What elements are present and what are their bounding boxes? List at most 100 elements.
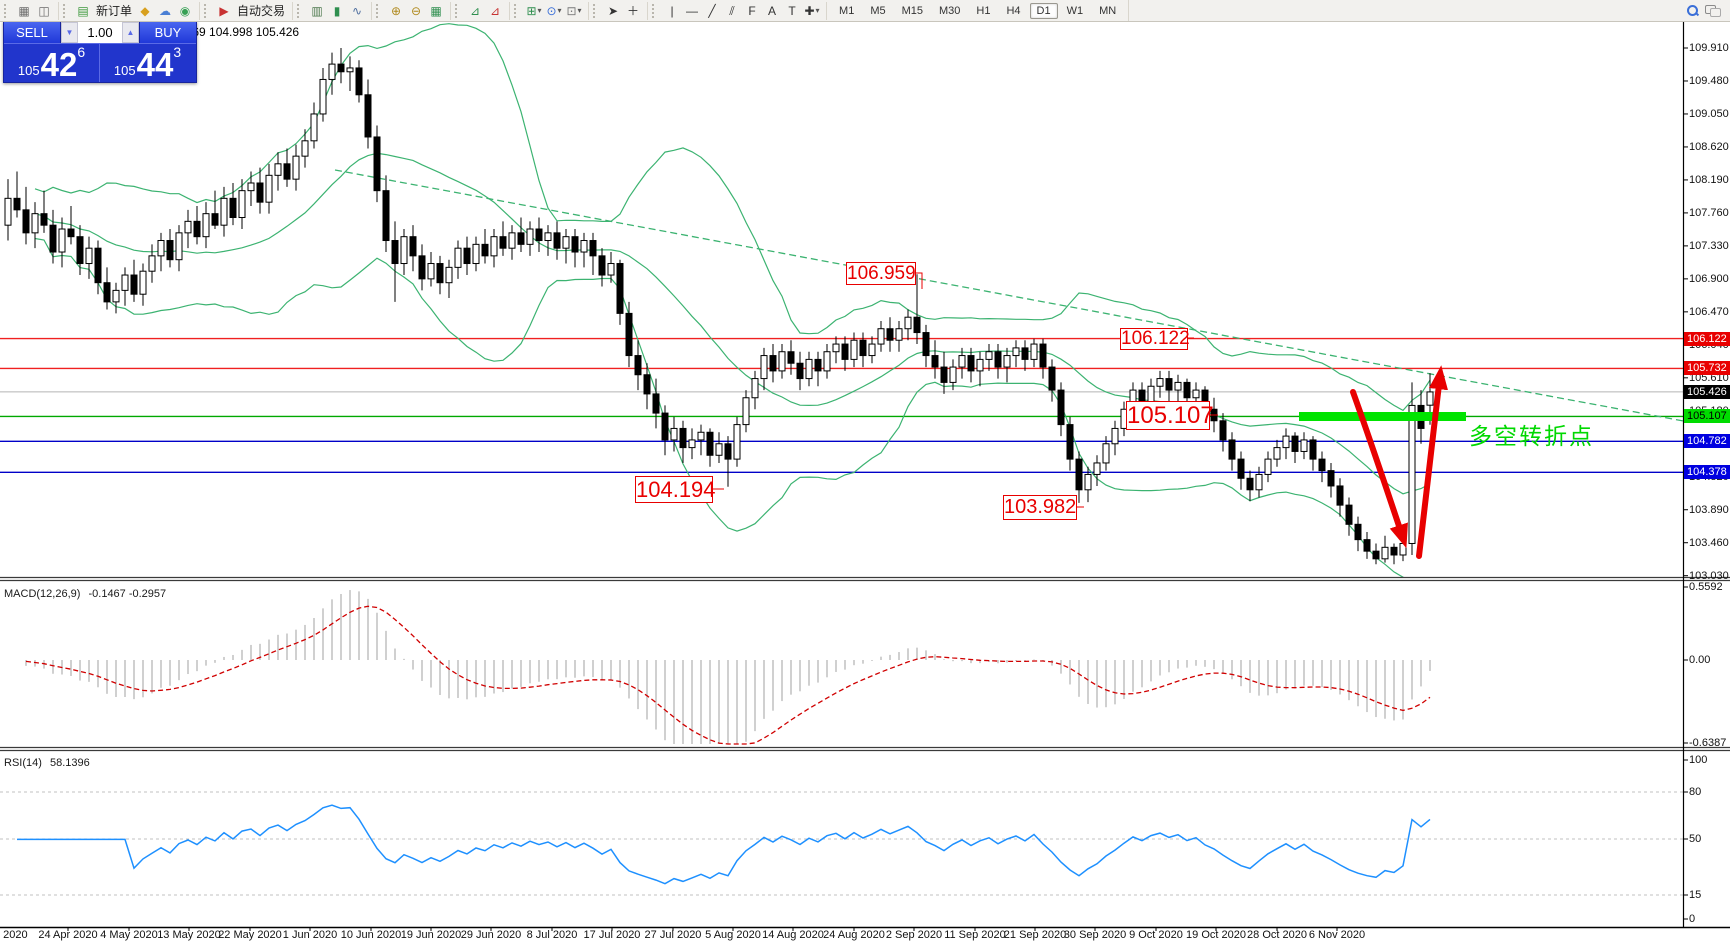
toolbar-group: ▤ 新订单 ◆ ☁ ◉ [59, 1, 201, 20]
indicator-up-icon[interactable]: ⊿ [470, 3, 481, 18]
rsi-tick-label: 80 [1689, 786, 1702, 798]
metaeditor-icon[interactable]: ◆ [140, 3, 150, 18]
timeframe-mn[interactable]: MN [1099, 4, 1117, 17]
buy-price-sup: 3 [173, 44, 182, 60]
templates-icon[interactable]: ⊡ ▾ [566, 3, 582, 18]
date-label: 17 Jul 2020 [583, 929, 641, 941]
signals-icon[interactable]: ◉ [179, 3, 191, 18]
price-badge: 104.782 [1684, 434, 1730, 449]
price-badge: 106.122 [1684, 331, 1730, 346]
price-badge: 105.732 [1684, 361, 1730, 376]
rsi-tick-label: 15 [1689, 889, 1702, 901]
price-tick-label: 108.190 [1689, 173, 1729, 186]
cursor-icon[interactable]: ➤ [608, 3, 619, 18]
rsi-value: 58.1396 [49, 757, 90, 769]
toolbar-group: ⊕ ⊖ ▦ [372, 1, 452, 20]
timeframe-w1[interactable]: W1 [1066, 4, 1084, 17]
date-label: 30 Sep 2020 [1063, 929, 1127, 941]
sell-price[interactable]: 105 42 6 [4, 44, 100, 82]
timeframe-toolbar: M1 M5 M15 M30 H1 H4 D1 W1 MN [827, 0, 1130, 21]
timeframe-m5[interactable]: M5 [870, 4, 886, 17]
buy-button[interactable]: BUY [140, 22, 196, 43]
market-watch-icon[interactable]: ◫ [38, 3, 50, 18]
text-icon[interactable]: A [768, 3, 777, 18]
trendline-icon[interactable]: ╱ [708, 3, 716, 18]
timeframe-h1[interactable]: H1 [976, 4, 991, 17]
sell-button[interactable]: SELL [4, 22, 60, 43]
text-label-icon[interactable]: T [788, 3, 796, 18]
vertical-line-icon[interactable]: | [670, 3, 674, 18]
buy-price-prefix: 105 [113, 63, 136, 78]
crosshair-icon[interactable]: ＋ [627, 3, 640, 18]
price-tick-label: 103.890 [1689, 503, 1729, 516]
buy-price[interactable]: 105 44 3 [100, 44, 195, 82]
chat-icon[interactable] [1703, 2, 1721, 20]
macd-tick-label: 0.5592 [1689, 581, 1723, 593]
date-label: 29 Jun 2020 [460, 929, 522, 941]
main-pane [0, 23, 1683, 577]
price-callout: 105.107 [1126, 401, 1214, 430]
autotrade-icon[interactable]: ▶ [219, 3, 229, 18]
channel-icon[interactable]: ⫽ [729, 3, 735, 18]
price-badge: 104.378 [1684, 465, 1730, 480]
toolbar-groups: ▦ ◫ ▤ 新订单 ◆ ☁ ◉ ▶ 自动交易 ▥ ▮ ∿ ⊕ ⊖ ▦ ⊿ ⊿ ⊞ ▾ ⊙ ▾ ⊡ ▾ ➤ ＋ | — ╱ ⫽ F A T ✚ ▾ [0, 1, 828, 20]
new-order-icon[interactable]: ▤ [77, 3, 89, 18]
timeframe-m15[interactable]: M15 [901, 4, 923, 17]
periods-icon[interactable]: ⊙ ▾ [546, 3, 562, 18]
price-tick-label: 109.480 [1689, 74, 1729, 87]
zoom-in-icon[interactable]: ⊕ [391, 3, 402, 18]
candlestick-icon[interactable]: ▮ [333, 3, 341, 18]
volume-increase-button[interactable]: ▲ [122, 22, 139, 43]
autotrade-label[interactable]: 自动交易 [237, 4, 286, 18]
date-label: 11 Sep 2020 [944, 929, 1006, 941]
rsi-pane-title: RSI(14) 58.1396 [4, 757, 90, 769]
bar-chart-icon[interactable]: ▥ [311, 3, 323, 18]
chinese-annotation: 多空转折点 [1469, 423, 1594, 449]
date-label: 4 May 2020 [100, 929, 158, 941]
volume-input[interactable] [78, 22, 122, 43]
timeframe-m1[interactable]: M1 [839, 4, 855, 17]
price-chart-canvas[interactable] [0, 21, 1730, 946]
date-label: 22 May 2020 [218, 929, 282, 941]
chart-window: ➤ USDJPY-,Daily 105.253 105.669 104.998 … [0, 21, 1730, 946]
date-label: 19 Jun 2020 [400, 929, 462, 941]
macd-pane [25, 590, 1431, 745]
timeframe-d1[interactable]: D1 [1029, 2, 1058, 19]
date-label: 6 Nov 2020 [1308, 929, 1366, 941]
add-indicator-icon[interactable]: ⊞ ▾ [526, 3, 542, 18]
date-label: 24 Aug 2020 [823, 929, 885, 941]
horizontal-line-icon[interactable]: — [686, 3, 699, 18]
new-order-label[interactable]: 新订单 [96, 4, 133, 18]
main-toolbar: ▦ ◫ ▤ 新订单 ◆ ☁ ◉ ▶ 自动交易 ▥ ▮ ∿ ⊕ ⊖ ▦ ⊿ ⊿ ⊞ ▾ ⊙ ▾ ⊡ ▾ ➤ ＋ | — ╱ ⫽ F A T ✚ ▾ … [0, 0, 1730, 22]
date-label: 21 Sep 2020 [1003, 929, 1067, 941]
sell-price-sup: 6 [77, 44, 86, 60]
price-callout: 106.959 [846, 262, 916, 285]
line-chart-icon[interactable]: ∿ [352, 3, 363, 18]
date-label: 27 Jul 2020 [644, 929, 702, 941]
timeframe-h4[interactable]: H4 [1006, 4, 1021, 17]
zoom-out-icon[interactable]: ⊖ [411, 3, 422, 18]
new-window-icon[interactable]: ▦ [18, 3, 30, 18]
tile-windows-icon[interactable]: ▦ [430, 3, 442, 18]
indicator-down-icon[interactable]: ⊿ [490, 3, 501, 18]
macd-label: MACD(12,26,9) [4, 588, 81, 600]
toolbar-group: ▦ ◫ [0, 1, 59, 20]
toolbar-group: ▥ ▮ ∿ [293, 1, 373, 20]
macd-tick-label: 0.00 [1689, 654, 1711, 666]
one-click-trading-panel: SELL ▼ ▲ BUY 105 42 6 105 44 3 [3, 21, 197, 83]
toolbar-group: ▶ 自动交易 [200, 1, 294, 20]
timeframe-m30[interactable]: M30 [939, 4, 961, 17]
rsi-tick-label: 50 [1689, 833, 1702, 845]
rsi-tick-label: 100 [1689, 754, 1708, 766]
search-icon[interactable] [1683, 2, 1701, 20]
arrows-icon[interactable]: ✚ ▾ [804, 3, 820, 18]
community-icon[interactable]: ☁ [159, 3, 172, 18]
price-tick-label: 109.910 [1689, 42, 1729, 54]
fibonacci-icon[interactable]: F [748, 3, 756, 18]
price-tick-label: 107.330 [1689, 239, 1729, 252]
volume-decrease-button[interactable]: ▼ [61, 22, 78, 43]
toolbar-group: ⊿ ⊿ [451, 1, 511, 20]
price-badge: 105.426 [1684, 384, 1730, 399]
price-tick-label: 103.460 [1689, 536, 1729, 549]
